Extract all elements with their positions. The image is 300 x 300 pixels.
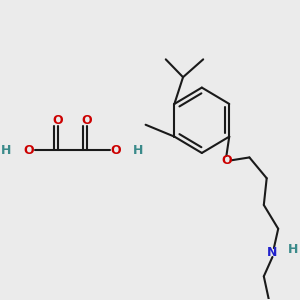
Text: H: H [1, 143, 11, 157]
Text: N: N [267, 246, 278, 259]
Text: H: H [287, 243, 298, 256]
Text: O: O [81, 114, 92, 127]
Text: O: O [221, 154, 232, 167]
Text: O: O [24, 143, 34, 157]
Text: O: O [52, 114, 63, 127]
Text: O: O [110, 143, 121, 157]
Text: H: H [133, 143, 144, 157]
